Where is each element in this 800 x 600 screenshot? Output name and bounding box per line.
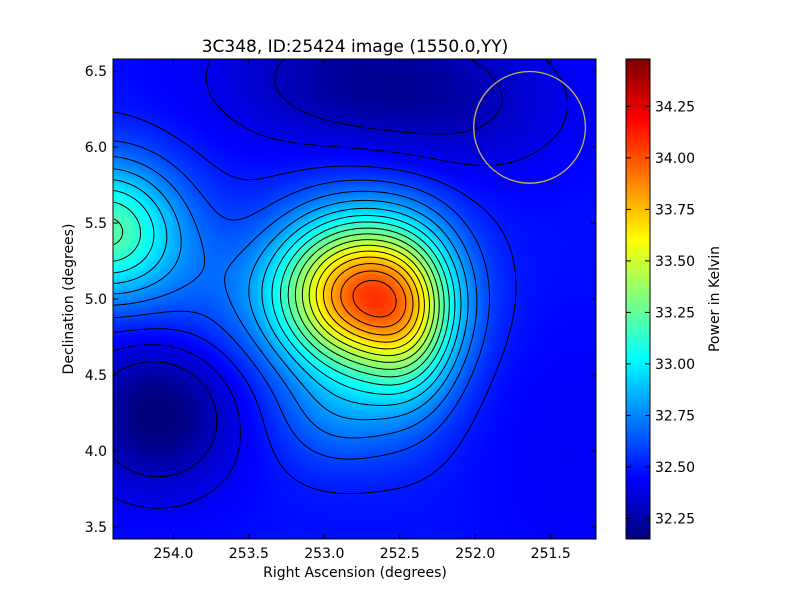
contour-line-0 — [113, 59, 503, 478]
contour-line-15 — [331, 263, 414, 336]
contour-line-3 — [113, 140, 490, 460]
colorbar-tick-label: 34.25 — [655, 99, 695, 115]
y-tick-label: 5.0 — [85, 292, 107, 308]
colorbar-tick-label: 32.25 — [655, 511, 695, 527]
contour-line-5 — [113, 168, 469, 421]
contour-lines — [113, 59, 568, 509]
colorbar-frame — [625, 58, 651, 540]
contour-line-9 — [113, 218, 445, 378]
colorbar-tick-label: 33.50 — [655, 254, 695, 270]
contour-line-12 — [308, 244, 430, 357]
x-tick-label: 252.5 — [380, 546, 420, 562]
colorbar-tick-label: 33.00 — [655, 357, 695, 373]
x-axis-label: Right Ascension (degrees) — [263, 565, 447, 581]
x-tick-label: 251.5 — [531, 546, 571, 562]
contour-line-6 — [113, 179, 462, 406]
contour-line-11 — [301, 239, 435, 363]
y-tick-label: 6.0 — [85, 140, 107, 156]
contour-line-14 — [323, 256, 420, 343]
contour-line-13 — [315, 250, 425, 350]
colorbar-tick-label: 32.75 — [655, 408, 695, 424]
colorbar-tick-label: 33.25 — [655, 305, 695, 321]
y-tick-label: 5.5 — [85, 216, 107, 232]
x-tick-label: 253.0 — [304, 546, 344, 562]
contour-line-4 — [113, 156, 478, 439]
y-tick-label: 6.5 — [85, 64, 107, 80]
colorbar-gradient — [626, 59, 650, 539]
colorbar-tick-label: 32.50 — [655, 460, 695, 476]
x-tick-label: 253.5 — [229, 546, 269, 562]
x-axis: 254.0 253.5 253.0 252.5 252.0 251.5 — [153, 59, 571, 562]
colorbar-label: Power in Kelvin — [707, 246, 723, 352]
colorbar-axis: 32.25 32.50 32.75 33.00 33.25 33.50 33.75 34.00… — [626, 99, 695, 527]
contour-line-8 — [113, 201, 450, 386]
y-axis: 3.5 4.0 4.5 5.0 5.5 6.0 6.5 — [85, 64, 596, 536]
y-axis-label: Declination (degrees) — [61, 224, 77, 375]
plot-area — [112, 58, 597, 540]
colorbar: 32.25 32.50 32.75 33.00 33.25 33.50 33.75 34.00… — [625, 58, 695, 540]
heatmap-image — [113, 59, 596, 539]
chart-title: 3C348, ID:25424 image (1550.0,YY) — [202, 37, 509, 57]
contour-line-10 — [294, 233, 440, 370]
y-tick-label: 4.0 — [85, 444, 107, 460]
contour-line-2 — [113, 111, 517, 494]
contour-line-16 — [340, 270, 407, 328]
x-tick-label: 252.0 — [455, 546, 495, 562]
contour-line-17 — [352, 280, 397, 318]
y-tick-label: 3.5 — [85, 520, 107, 536]
x-tick-label: 254.0 — [153, 546, 193, 562]
contour-line-1 — [113, 59, 568, 509]
y-tick-label: 4.5 — [85, 368, 107, 384]
colorbar-tick-label: 34.00 — [655, 151, 695, 167]
colorbar-tick-label: 33.75 — [655, 202, 695, 218]
beam-circle — [473, 70, 587, 184]
contour-line-7 — [113, 190, 456, 395]
